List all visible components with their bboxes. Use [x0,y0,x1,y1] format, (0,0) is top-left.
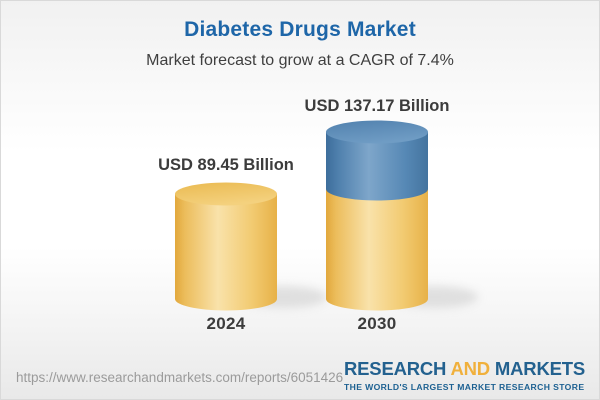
category-label-2030: 2030 [357,314,397,333]
page-title: Diabetes Drugs Market [184,18,416,41]
bar-2030-cylinder [326,120,428,311]
logo-word-and: AND [450,358,490,379]
bar-2030-growth-segment [326,120,428,201]
logo-tagline: THE WORLD'S LARGEST MARKET RESEARCH STOR… [344,381,585,392]
logo-word-markets: MARKETS [494,358,585,379]
category-label-2024: 2024 [206,314,246,333]
value-label-2030: USD 137.17 Billion [304,97,450,115]
page-subtitle: Market forecast to grow at a CAGR of 7.4… [146,52,454,69]
logo-wordmark: RESEARCH AND MARKETS [344,358,585,379]
bar-2024-cylinder [175,182,277,311]
research-and-markets-logo: RESEARCH AND MARKETS THE WORLD'S LARGEST… [344,358,585,392]
logo-word-research: RESEARCH [344,358,447,379]
report-url: https://www.researchandmarkets.com/repor… [16,370,344,385]
value-label-2024: USD 89.45 Billion [158,156,294,174]
